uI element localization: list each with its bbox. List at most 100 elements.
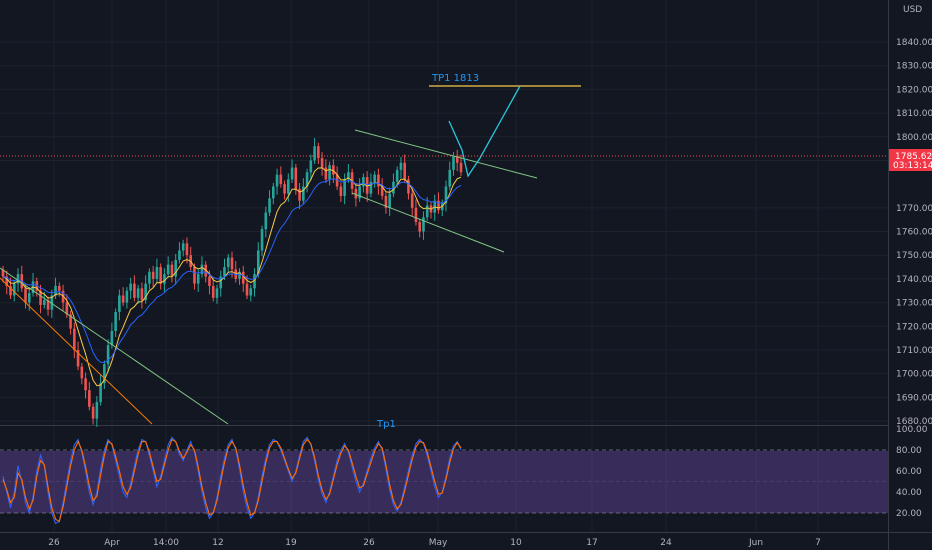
candle (377, 168, 380, 195)
candle (24, 284, 27, 309)
grid (0, 0, 888, 532)
time-tick-label: 26 (48, 538, 60, 548)
candle (384, 192, 388, 214)
candle (339, 182, 343, 202)
candle (392, 173, 395, 198)
candle (418, 218, 422, 238)
candle (103, 360, 106, 390)
candle (46, 296, 50, 316)
candle (407, 175, 410, 200)
last-price-value: 1785.62 (895, 152, 932, 162)
candle (253, 268, 256, 297)
candle (148, 268, 151, 290)
candles (1, 137, 463, 427)
moving-average-line-2 (2, 178, 462, 364)
candle (178, 242, 181, 264)
candle (196, 268, 200, 292)
candle (200, 256, 204, 278)
candle (166, 256, 170, 278)
time-tick-label: 19 (285, 538, 297, 548)
candle (189, 246, 193, 271)
candle (317, 142, 320, 164)
candle (373, 171, 376, 188)
countdown-timer: 03:13:14 (893, 161, 932, 171)
candle (1, 265, 5, 283)
price-tick-label: 1830.00 (896, 62, 932, 72)
candle (54, 277, 57, 300)
candle (298, 182, 301, 209)
time-tick-label: May (429, 538, 448, 548)
oscillator-band (0, 451, 888, 513)
candle (347, 163, 350, 183)
oscillator-tick-label: 80.00 (896, 446, 922, 456)
oscillator-tick-label: 20.00 (896, 509, 922, 519)
candle (422, 211, 425, 240)
price-axis: 1840.001830.001820.001810.001800.001790.… (896, 38, 932, 427)
candle (125, 287, 129, 309)
price-tick-label: 1760.00 (896, 228, 932, 238)
candle (448, 161, 452, 191)
price-tick-label: 1690.00 (896, 393, 932, 403)
candle (260, 225, 264, 257)
candle (302, 178, 305, 205)
candle (106, 339, 110, 373)
candle (305, 168, 309, 193)
candle (283, 180, 286, 200)
price-tick-label: 1720.00 (896, 322, 932, 332)
currency-label: USD (903, 5, 922, 15)
time-tick-label: 14:00 (153, 538, 179, 548)
price-tick-label: 1700.00 (896, 370, 932, 380)
candle (219, 270, 223, 297)
price-tick-label: 1750.00 (896, 251, 932, 261)
candle (159, 263, 162, 290)
candle (279, 166, 283, 188)
candle (429, 201, 433, 219)
candle (193, 263, 196, 290)
candle (343, 173, 346, 205)
candle (335, 166, 339, 191)
candle (403, 154, 406, 183)
channel-lower-line (351, 192, 505, 253)
oscillator-tick-label: 100.00 (896, 425, 928, 435)
projection-path (448, 85, 521, 178)
candle (136, 284, 140, 304)
candle (73, 322, 76, 359)
price-tick-label: 1800.00 (896, 133, 932, 143)
candle (444, 180, 448, 212)
time-tick-label: 12 (212, 538, 223, 548)
candle (328, 161, 331, 186)
candle (88, 381, 91, 411)
candle (61, 284, 65, 311)
candle (414, 199, 418, 226)
candle (320, 152, 324, 176)
price-tick-label: 1680.00 (896, 417, 932, 427)
candle (365, 171, 369, 202)
candle (211, 277, 215, 302)
candle (264, 206, 268, 238)
candle (114, 308, 117, 337)
oscillator-axis: 100.00 80.00 60.00 40.00 20.00 (896, 425, 928, 519)
candle (27, 287, 31, 311)
price-tick-label: 1820.00 (896, 85, 932, 95)
candle (170, 261, 174, 283)
candle (133, 275, 136, 302)
candle (121, 287, 125, 307)
candle (241, 265, 245, 292)
candle (99, 374, 102, 406)
candle (309, 154, 313, 181)
time-tick-label: 17 (586, 538, 597, 548)
descending-trendline-green-left (0, 267, 229, 425)
candle (275, 168, 279, 195)
candle (155, 258, 159, 283)
candle (118, 289, 121, 321)
last-price-tag (889, 149, 932, 171)
time-tick-label: 24 (660, 538, 672, 548)
candle (238, 268, 241, 285)
candle (91, 403, 95, 425)
time-axis: 26 Apr 14:00 12 19 26 May 10 17 24 Jun 7 (48, 538, 821, 548)
candle (249, 284, 253, 302)
time-tick-label: 7 (815, 538, 821, 548)
candle (410, 187, 414, 217)
candle (425, 197, 429, 221)
